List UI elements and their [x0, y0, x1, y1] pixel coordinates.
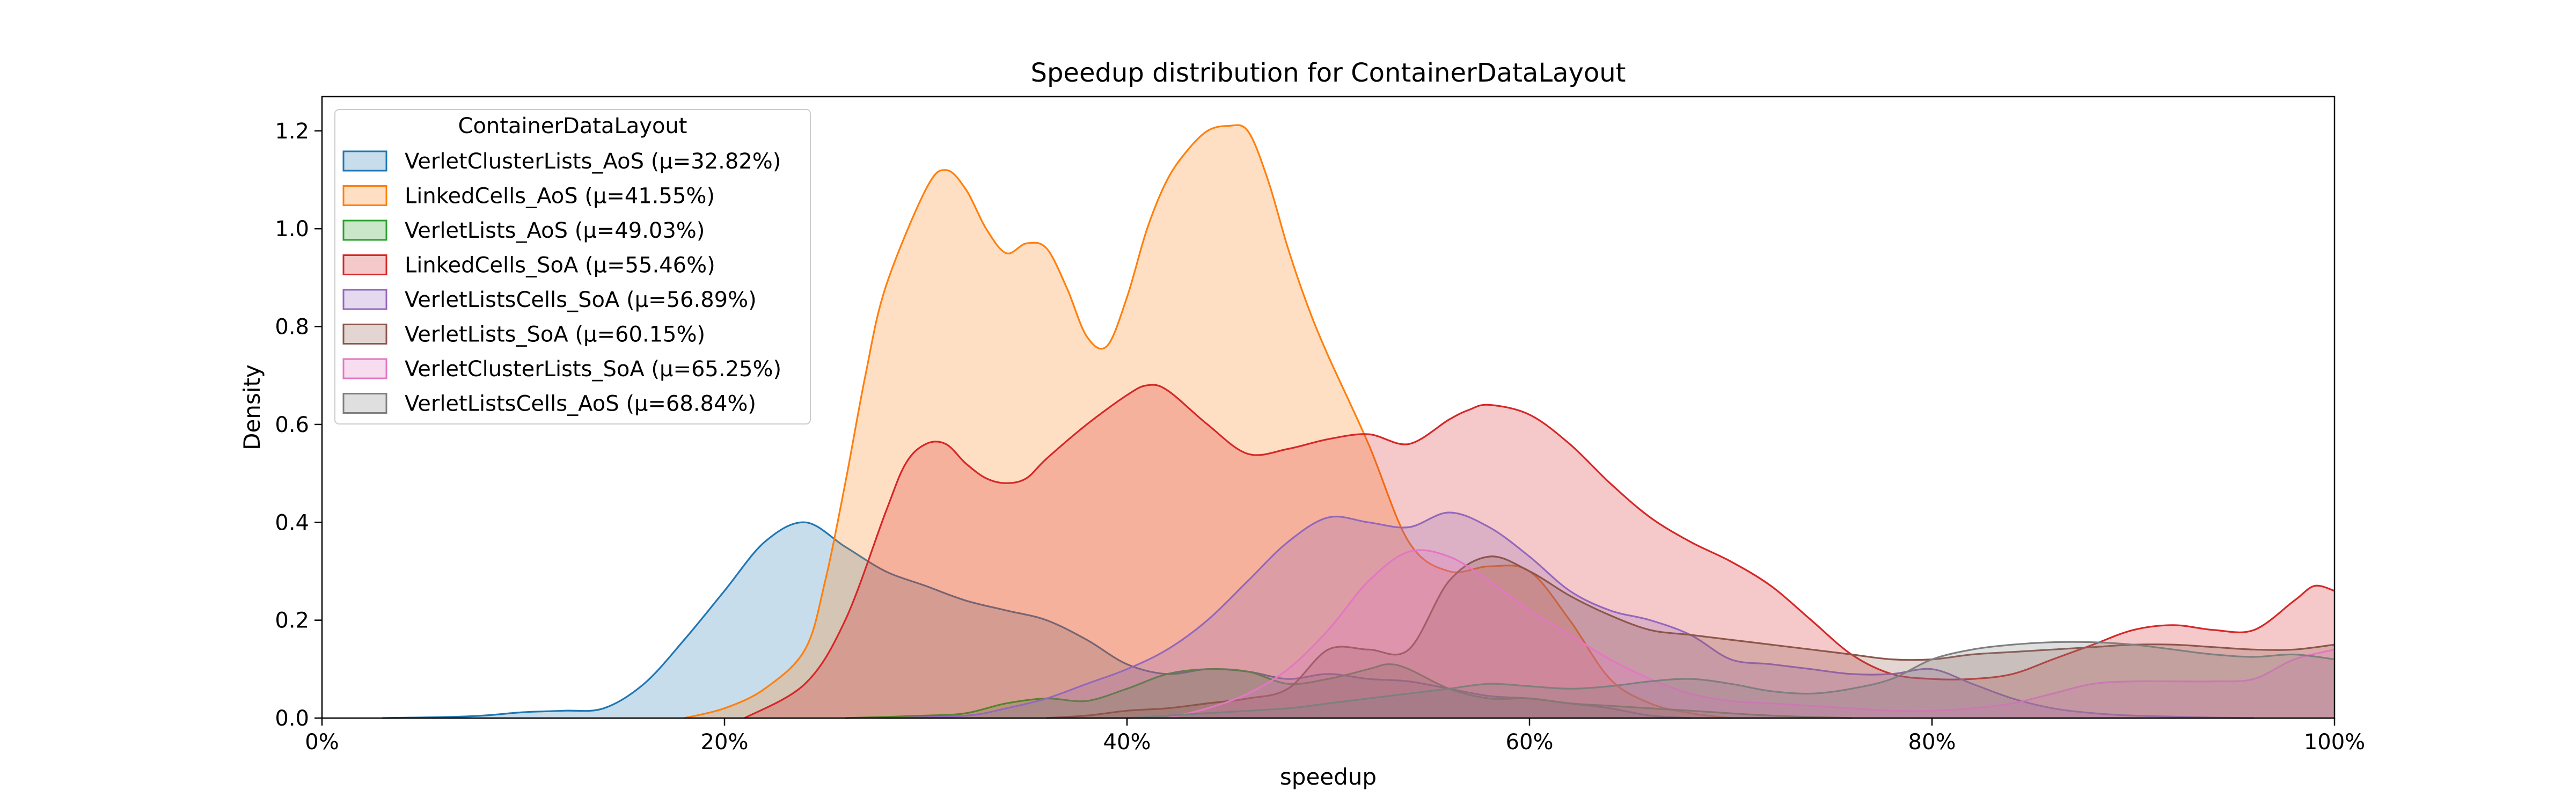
legend-swatch-6	[342, 324, 387, 345]
legend-swatch-7	[342, 358, 387, 379]
series-line-4	[744, 384, 2335, 719]
series-area-5	[885, 513, 2254, 718]
legend-label-7: VerletClusterLists_SoA (μ=65.25%)	[405, 357, 781, 382]
legend-label-5: VerletListsCells_SoA (μ=56.89%)	[405, 288, 757, 312]
legend-swatch-8	[342, 393, 387, 414]
x-axis-label: speedup	[1280, 764, 1377, 790]
series-line-3	[845, 663, 1852, 719]
legend-swatch-5	[342, 289, 387, 310]
series-area-4	[744, 384, 2334, 718]
y-axis-label: Density	[239, 364, 265, 450]
legend-label-2: LinkedCells_AoS (μ=41.55%)	[405, 184, 715, 209]
x-tick-label: 40%	[1103, 730, 1151, 755]
series-area-3	[845, 664, 1851, 718]
x-tick-label: 0%	[305, 730, 339, 755]
x-tick-label: 60%	[1506, 730, 1554, 755]
legend-swatch-1	[342, 150, 387, 172]
plot-frame	[321, 96, 2336, 719]
legend-label-3: VerletLists_AoS (μ=49.03%)	[405, 218, 705, 243]
legend-swatch-2	[342, 185, 387, 206]
y-axis: 0.0 0.2 0.4 0.6 0.8 1.0 1.2	[275, 119, 322, 731]
y-tick-label: 0.8	[275, 315, 309, 340]
legend-box	[334, 109, 811, 425]
y-tick-label: 0.4	[275, 510, 309, 535]
chart-title: Speedup distribution for ContainerDataLa…	[1030, 58, 1626, 88]
series-line-5	[885, 511, 2255, 719]
y-tick-label: 0.0	[275, 706, 309, 731]
x-tick-label: 80%	[1908, 730, 1956, 755]
y-tick-label: 1.0	[275, 217, 309, 241]
legend-title: ContainerDataLayout	[458, 114, 687, 138]
x-tick-label: 20%	[701, 730, 749, 755]
legend-label-8: VerletListsCells_AoS (μ=68.84%)	[405, 392, 756, 416]
x-axis: 0% 20% 40% 60% 80% 100%	[305, 718, 2365, 755]
legend-label-6: VerletLists_SoA (μ=60.15%)	[405, 323, 705, 347]
series-line-8	[1126, 641, 2335, 719]
y-tick-label: 1.2	[275, 119, 309, 144]
series-area-6	[1046, 556, 2334, 718]
legend-label-4: LinkedCells_SoA (μ=55.46%)	[405, 253, 715, 278]
legend-swatch-3	[342, 219, 387, 241]
series-line-2	[684, 124, 1731, 719]
x-tick-label: 100%	[2304, 730, 2365, 755]
legend-label-1: VerletClusterLists_AoS (μ=32.82%)	[405, 149, 781, 174]
legend: ContainerDataLayout VerletClusterLists_A…	[334, 109, 811, 425]
series-line-7	[1167, 549, 2335, 719]
legend-swatch-4	[342, 254, 387, 275]
plot-area	[382, 124, 2335, 719]
y-tick-label: 0.2	[275, 609, 309, 633]
y-tick-label: 0.6	[275, 413, 309, 437]
series-area-8	[1127, 642, 2334, 718]
series-area-1	[382, 522, 1690, 718]
series-line-1	[382, 521, 1691, 719]
legend-entries: VerletClusterLists_AoS (μ=32.82%) LinkedC…	[342, 149, 781, 416]
series-line-6	[1046, 555, 2335, 719]
series-area-2	[684, 125, 1731, 718]
series-area-7	[1167, 550, 2334, 718]
